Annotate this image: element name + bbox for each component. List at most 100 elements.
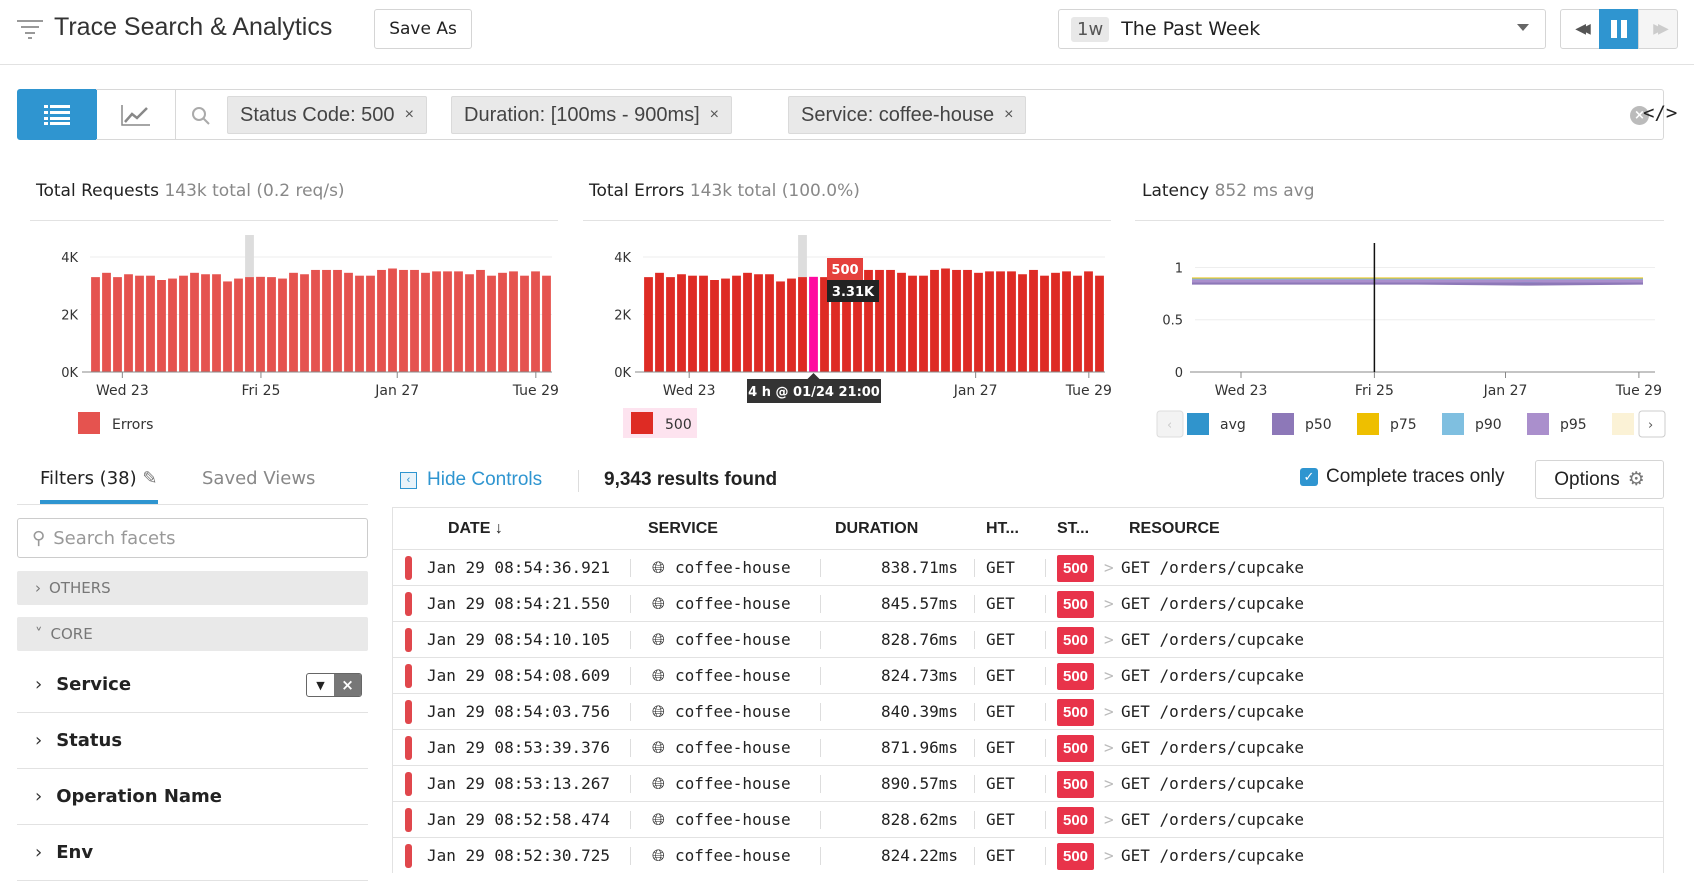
page-title: Trace Search & Analytics: [54, 13, 333, 41]
table-row[interactable]: Jan 29 08:54:03.756 🌐︎ coffee-house 840.…: [393, 693, 1663, 729]
error-marker: [405, 808, 412, 832]
legend-prev-button[interactable]: [1156, 410, 1184, 438]
table-row[interactable]: Jan 29 08:53:13.267 🌐︎ coffee-house 890.…: [393, 765, 1663, 801]
filter-funnel-icon[interactable]: ▼: [316, 678, 325, 692]
globe-icon: 🌐︎: [652, 666, 665, 685]
options-button[interactable]: Options ⚙: [1535, 460, 1664, 499]
legend-next-button[interactable]: [1638, 410, 1666, 438]
column-header-resource[interactable]: RESOURCE: [1129, 520, 1220, 537]
filter-chip-service[interactable]: Service: coffee-house ×: [788, 96, 1027, 134]
forward-button[interactable]: ▶▶: [1638, 9, 1678, 49]
table-row[interactable]: Jan 29 08:54:21.550 🌐︎ coffee-house 845.…: [393, 585, 1663, 621]
chart-title-requests: Total Requests 143k total (0.2 req/s): [36, 181, 345, 201]
table-row[interactable]: Jan 29 08:53:39.376 🌐︎ coffee-house 871.…: [393, 729, 1663, 765]
filter-chip-duration[interactable]: Duration: [100ms - 900ms] ×: [451, 96, 732, 134]
line-chart-icon: [120, 104, 150, 126]
pause-icon: [1611, 20, 1627, 38]
facet-service[interactable]: › Service ▼ ×: [17, 657, 368, 713]
facet-status[interactable]: › Status: [17, 713, 368, 769]
tab-saved-views[interactable]: Saved Views: [202, 468, 316, 489]
chip-close-icon[interactable]: ×: [404, 106, 414, 123]
tab-filters[interactable]: Filters (38) ✎: [40, 468, 158, 489]
latency-line-p50: [1192, 281, 1644, 286]
legend-swatch: [1187, 413, 1209, 435]
error-marker: [405, 628, 412, 652]
bar: [168, 278, 177, 372]
bar: [677, 274, 686, 372]
list-view-button[interactable]: [17, 89, 97, 140]
pause-button[interactable]: [1599, 9, 1639, 49]
bar: [908, 275, 917, 372]
checkbox-checked-icon[interactable]: ✓: [1300, 468, 1318, 486]
rewind-button[interactable]: ◀◀: [1560, 9, 1600, 49]
facet-group-core[interactable]: ˅ CORE: [17, 617, 368, 651]
bar: [897, 272, 906, 372]
tooltip-series: 500: [831, 263, 858, 278]
bar: [820, 277, 829, 372]
divider: [974, 847, 975, 865]
table-row[interactable]: Jan 29 08:54:08.609 🌐︎ coffee-house 824.…: [393, 657, 1663, 693]
errors-chart[interactable]: 0K 2K 4K Wed 23 Jan 27 Tue 29 500 500 3.31K 4 h @…: [583, 230, 1113, 445]
code-view-icon[interactable]: </>: [1643, 102, 1678, 124]
cell-date: Jan 29 08:53:13.267: [427, 774, 611, 793]
clear-search-icon[interactable]: ×: [1630, 106, 1649, 125]
time-range-select[interactable]: 1w The Past Week: [1058, 9, 1546, 49]
facet-group-others[interactable]: › OTHERS: [17, 571, 368, 605]
analytics-view-button[interactable]: [96, 89, 176, 140]
divider: [1045, 847, 1046, 865]
table-row[interactable]: Jan 29 08:52:58.474 🌐︎ coffee-house 828.…: [393, 801, 1663, 837]
search-bar[interactable]: Status Code: 500 × Duration: [100ms - 900…: [176, 89, 1664, 140]
remove-filter-icon[interactable]: ×: [334, 674, 361, 696]
column-header-date[interactable]: DATE ↓: [448, 520, 503, 537]
column-header-status[interactable]: ST...: [1057, 520, 1090, 537]
table-row[interactable]: Jan 29 08:52:30.725 🌐︎ coffee-house 824.…: [393, 837, 1663, 873]
chip-close-icon[interactable]: ×: [1004, 106, 1014, 123]
cell-duration: 845.57ms: [880, 594, 958, 613]
cell-method: GET: [986, 810, 1015, 829]
x-tick-label: Wed 23: [96, 383, 149, 399]
latency-chart[interactable]: 0 0.5 1 Wed 23 Fri 25 Jan 27 Tue 29 ‹ avg p50 p75 p…: [1135, 230, 1675, 445]
divider: [974, 811, 975, 829]
complete-traces-checkbox[interactable]: ✓ Complete traces only: [1300, 466, 1504, 488]
bar: [366, 275, 375, 372]
bar: [201, 274, 210, 372]
filter-menu-icon[interactable]: [17, 18, 43, 40]
bar: [798, 277, 807, 372]
bar: [531, 271, 540, 372]
save-as-button[interactable]: Save As: [374, 9, 472, 49]
pencil-icon[interactable]: ✎: [142, 468, 158, 489]
divider: [630, 703, 631, 721]
bar: [1084, 271, 1093, 372]
column-header-duration[interactable]: DURATION: [835, 520, 919, 537]
hide-controls-button[interactable]: ‹ Hide Controls: [400, 469, 542, 491]
active-tab-indicator: [40, 500, 158, 504]
bar: [699, 275, 708, 372]
filter-chip-status-code[interactable]: Status Code: 500 ×: [227, 96, 427, 134]
bar: [776, 281, 785, 372]
divider: [820, 667, 821, 685]
column-header-service[interactable]: SERVICE: [648, 520, 718, 537]
bar: [377, 269, 386, 372]
table-row[interactable]: Jan 29 08:54:10.105 🌐︎ coffee-house 828.…: [393, 621, 1663, 657]
requests-chart[interactable]: 0K 2K 4K Wed 23 Fri 25 Jan 27 Tue 29 Errors: [30, 230, 560, 445]
table-row[interactable]: Jan 29 08:54:36.921 🌐︎ coffee-house 838.…: [393, 549, 1663, 585]
cell-date: Jan 29 08:53:39.376: [427, 738, 611, 757]
legend-swatch: [631, 412, 653, 434]
divider: [1045, 631, 1046, 649]
status-badge: 500: [1057, 591, 1094, 618]
divider: [630, 595, 631, 613]
divider: [630, 631, 631, 649]
y-tick-label: 4K: [614, 251, 631, 266]
bar: [223, 281, 232, 372]
search-placeholder: Search facets: [53, 527, 176, 549]
chevron-right-icon: ›: [35, 786, 43, 807]
bar: [311, 269, 320, 372]
search-facets-input[interactable]: ⚲ Search facets: [17, 518, 368, 558]
tooltip-time: 4 h @ 01/24 21:00: [748, 385, 880, 400]
column-header-http-method[interactable]: HT...: [986, 520, 1019, 537]
chip-close-icon[interactable]: ×: [709, 106, 719, 123]
cell-service: coffee-house: [675, 702, 791, 721]
facet-operation-name[interactable]: › Operation Name: [17, 769, 368, 825]
bar: [212, 274, 221, 372]
bar: [655, 272, 664, 372]
